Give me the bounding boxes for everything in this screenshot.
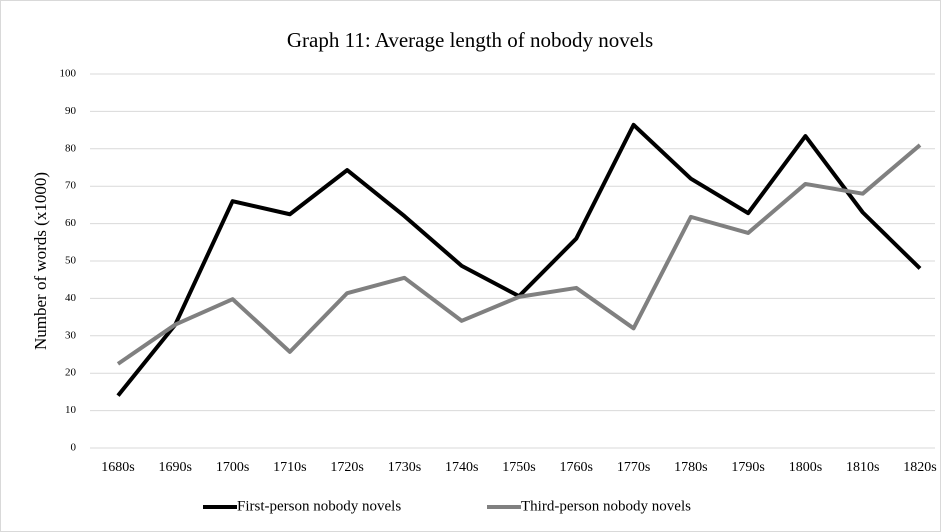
y-tick-label: 70 [65,180,77,192]
y-tick-label: 50 [65,255,77,267]
y-tick-label: 10 [65,404,77,416]
x-tick-label: 1720s [330,460,363,475]
x-tick-label: 1730s [388,460,421,475]
y-tick-label: 100 [60,68,77,80]
y-axis-label: Number of words (x1000) [31,172,50,350]
x-tick-label: 1790s [731,460,764,475]
y-tick-label: 40 [65,292,77,304]
y-tick-label: 0 [71,442,77,454]
y-tick-label: 30 [65,329,77,341]
series-line [116,143,922,366]
x-tick-label: 1700s [216,460,249,475]
legend-label: Third-person nobody novels [521,498,691,514]
y-tick-label: 60 [65,217,77,229]
y-tick-label: 80 [65,142,77,154]
x-tick-label: 1690s [159,460,192,475]
x-tick-label: 1710s [273,460,306,475]
x-tick-label: 1740s [445,460,478,475]
x-tick-label: 1770s [617,460,650,475]
x-tick-label: 1760s [560,460,593,475]
x-tick-label: 1780s [674,460,707,475]
x-tick-label: 1750s [502,460,535,475]
y-tick-label: 90 [65,105,77,117]
x-tick-label: 1820s [903,460,936,475]
chart-title: Graph 11: Average length of nobody novel… [287,28,653,52]
legend-label: First-person nobody novels [237,498,401,514]
x-tick-label: 1680s [101,460,134,475]
x-tick-label: 1810s [846,460,879,475]
y-tick-label: 20 [65,367,77,379]
x-tick-label: 1800s [789,460,822,475]
